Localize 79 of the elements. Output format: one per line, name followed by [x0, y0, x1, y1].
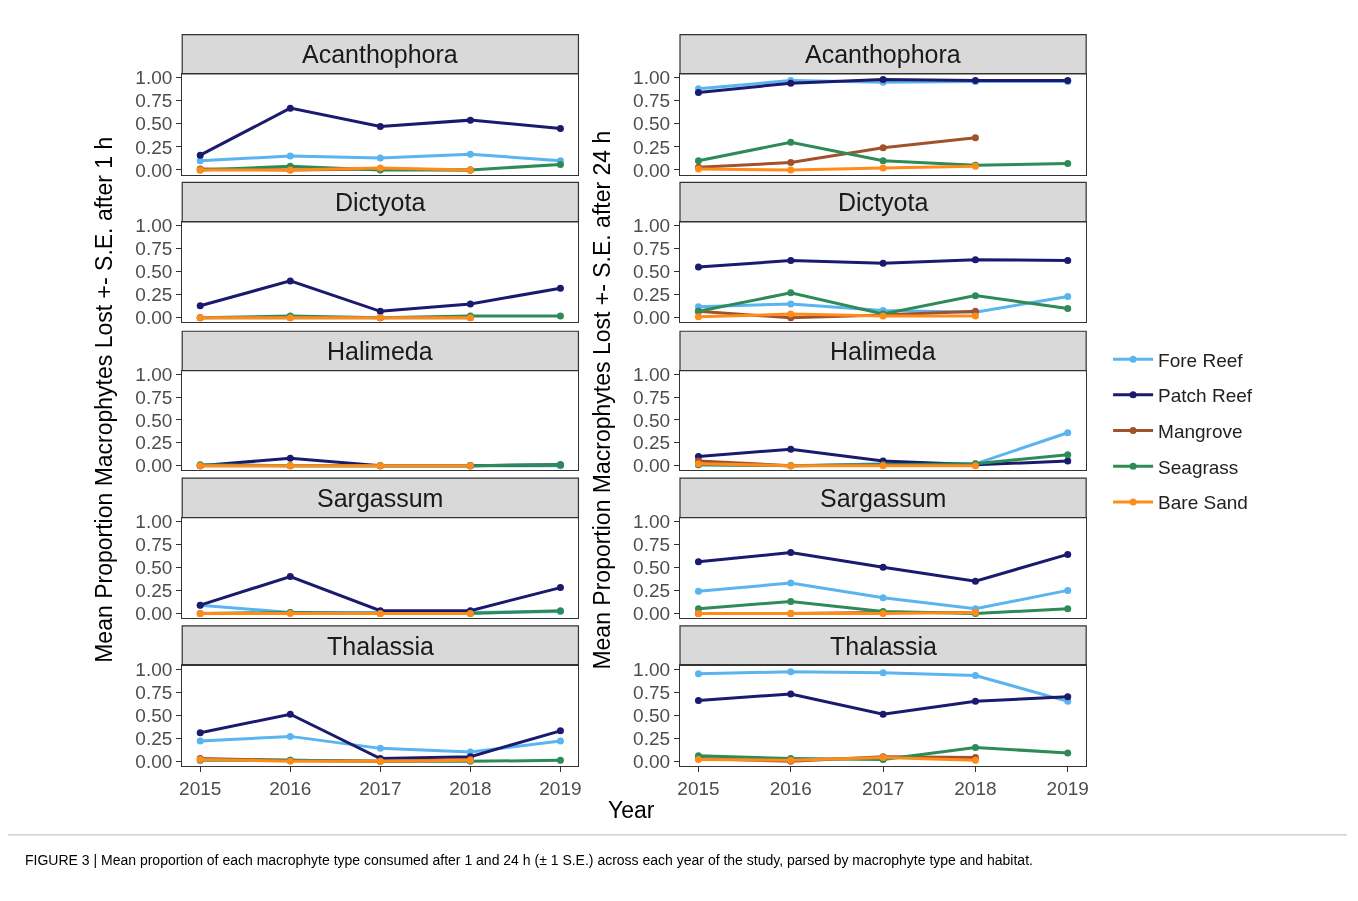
chart-title: Acanthophora: [302, 40, 458, 68]
x-tick-label: 2019: [539, 777, 582, 799]
legend-label: Fore Reef: [1158, 349, 1244, 371]
y-tick-label: 1.00: [135, 658, 173, 680]
y-tick-label: 0.25: [633, 284, 671, 306]
x-tick-label: 2018: [954, 777, 997, 799]
y-tick-label: 0.25: [633, 432, 671, 454]
y-tick-label: 0.25: [135, 432, 173, 454]
y-tick-label: 0.00: [135, 159, 173, 181]
y-tick-label: 0.25: [135, 136, 173, 158]
y-tick-label: 0.00: [135, 307, 173, 329]
y-tick-label: 1.00: [135, 363, 173, 385]
y-tick-label: 0.25: [633, 727, 671, 749]
chart-title: Sargassum: [317, 484, 444, 512]
y-tick-label: 0.50: [633, 113, 671, 135]
chart-title: Halimeda: [327, 337, 433, 365]
y-tick-label: 0.75: [633, 533, 671, 555]
y-tick-label: 1.00: [633, 363, 671, 385]
x-tick-label: 2015: [677, 777, 720, 799]
y-tick-label: 0.00: [633, 750, 671, 772]
y-tick-label: 0.50: [135, 409, 173, 431]
x-tick-label: 2016: [269, 777, 312, 799]
y-tick-label: 0.50: [633, 409, 671, 431]
x-tick-label: 2017: [861, 777, 905, 799]
x-tick-label: 2016: [769, 777, 812, 799]
y-tick-label: 0.50: [633, 704, 671, 726]
y-tick-label: 0.75: [135, 681, 173, 703]
y-tick-label: 0.50: [633, 261, 671, 283]
y-tick-label: 0.75: [135, 533, 173, 555]
y-tick-label: 1.00: [135, 510, 173, 532]
y-tick-label: 1.00: [633, 215, 671, 237]
y-tick-label: 1.00: [633, 510, 671, 532]
y-tick-label: 0.75: [135, 90, 173, 112]
y-tick-label: 0.50: [135, 556, 173, 578]
y-tick-label: 0.75: [633, 386, 671, 408]
caption: FIGURE 3 | Mean proportion of each macrophyte type consumed after 1 and 24 h (± 1 S.E.) across each year of the study, parsed by macrophyte type and habitat.: [25, 852, 1033, 868]
y-tick-label: 0.00: [633, 159, 671, 181]
y-tick-label: 0.00: [135, 455, 173, 477]
x-tick-label: 2017: [359, 777, 402, 799]
y-tick-label: 0.50: [135, 261, 173, 283]
y-tick-label: 0.25: [135, 580, 173, 602]
y-tick-label: 0.75: [135, 386, 173, 408]
y-tick-label: 0.50: [135, 113, 173, 135]
y-tick-label: 0.00: [135, 750, 173, 772]
y-tick-label: 0.75: [633, 90, 671, 112]
legend-label: Mangrove: [1158, 420, 1243, 442]
y-tick-label: 1.00: [135, 67, 173, 89]
chart-title: Sargassum: [820, 484, 947, 512]
y-tick-label: 1.00: [633, 67, 671, 89]
y-tick-label: 0.75: [633, 681, 671, 703]
x-tick-label: 2019: [1046, 777, 1089, 799]
y-tick-label: 0.75: [135, 238, 173, 260]
y-tick-label: 0.00: [135, 603, 173, 625]
chart-title: Dictyota: [335, 188, 426, 216]
y-tick-label: 0.25: [633, 580, 671, 602]
x-tick-label: 2015: [179, 777, 222, 799]
chart-title: Acanthophora: [805, 40, 961, 68]
y-tick-label: 0.00: [633, 307, 671, 329]
y-tick-label: 1.00: [633, 658, 671, 680]
y-tick-label: 0.50: [633, 556, 671, 578]
legend-label: Patch Reef: [1158, 385, 1253, 407]
y-tick-label: 0.75: [633, 238, 671, 260]
y-tick-label: 1.00: [135, 215, 173, 237]
y-tick-label: 0.25: [135, 284, 173, 306]
x-tick-label: 2018: [449, 777, 492, 799]
y-axis-title: Mean Proportion Macrophytes Lost +- S.E. after 24 h: [589, 130, 616, 670]
y-tick-label: 0.50: [135, 704, 173, 726]
legend-label: Seagrass: [1158, 456, 1239, 478]
y-tick-label: 0.25: [633, 136, 671, 158]
legend-label: Bare Sand: [1158, 492, 1248, 514]
x-axis-title: Year: [608, 797, 655, 823]
y-tick-label: 0.00: [633, 603, 671, 625]
y-tick-label: 0.00: [633, 455, 671, 477]
y-tick-label: 0.25: [135, 727, 173, 749]
chart-title: Halimeda: [830, 337, 936, 365]
chart-title: Thalassia: [830, 632, 938, 660]
chart-title: Dictyota: [838, 188, 929, 216]
y-axis-title: Mean Proportion Macrophytes Lost +- S.E. after 1 h: [91, 136, 118, 663]
chart-title: Thalassia: [327, 632, 435, 660]
